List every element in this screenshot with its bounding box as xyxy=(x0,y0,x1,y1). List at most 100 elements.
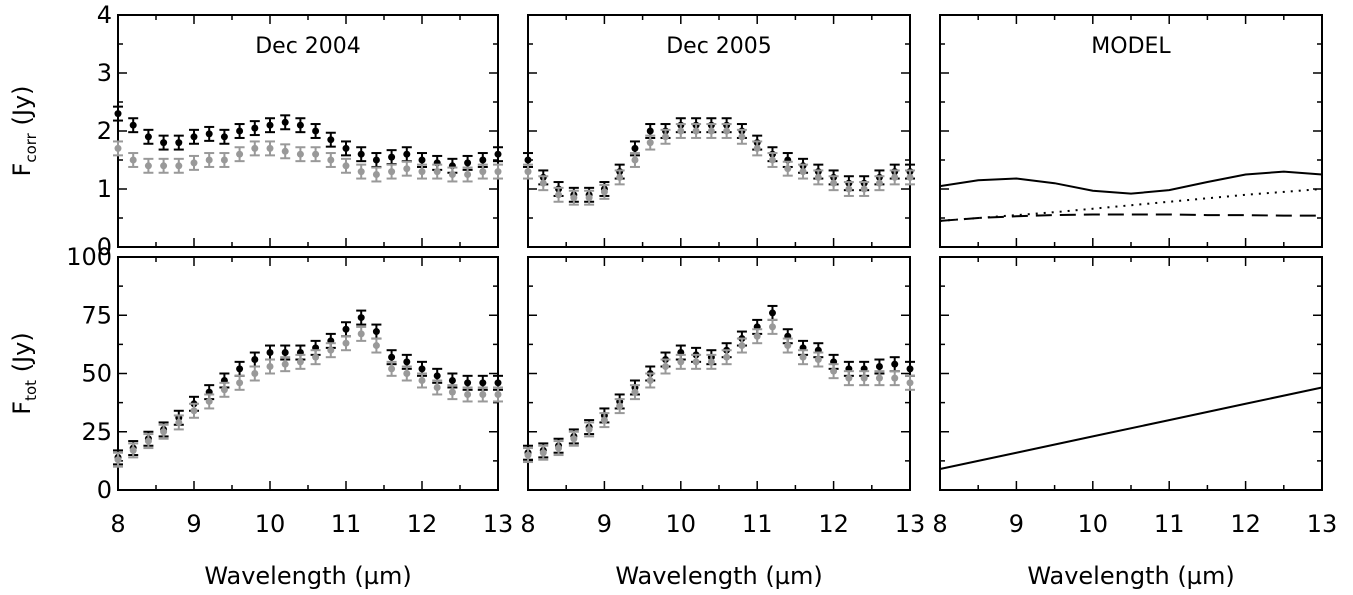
panel-top-left-series-1-point xyxy=(129,156,137,164)
panel-top-middle-series-0-point xyxy=(631,144,639,152)
panel-bottom-middle-xtick-label: 13 xyxy=(895,510,926,538)
panel-bottom-left-xtick-label: 12 xyxy=(407,510,438,538)
panel-bottom-left-xtick-label: 13 xyxy=(483,510,514,538)
panel-bottom-left-ytick-label: 25 xyxy=(81,418,112,446)
panel-top-left-ytick-label: 4 xyxy=(97,1,112,29)
panel-top-middle-series-1-point xyxy=(738,133,746,141)
panel-bottom-left-series-0-point xyxy=(494,379,502,387)
panel-bottom-middle-series-1-point xyxy=(891,374,899,382)
panel-top-left-series-0-point xyxy=(114,110,122,118)
panel-top-middle-series-1-point xyxy=(631,156,639,164)
panel-bottom-middle-series-1-point xyxy=(738,342,746,350)
panel-bottom-right-xtick-label: 11 xyxy=(1154,510,1185,538)
panel-top-left-series-1-point xyxy=(190,159,198,167)
panel-bottom-middle-series-1-point xyxy=(555,444,563,452)
panel-top-left-series-1-point xyxy=(266,144,274,152)
panel-top-middle-series-1-point xyxy=(539,179,547,187)
panel-bottom-middle-series-0-point xyxy=(875,363,883,371)
panel-top-middle-series-1-point xyxy=(753,144,761,152)
panel-bottom-right-xtick-label: 9 xyxy=(1009,510,1024,538)
panel-bottom-middle-series-1-point xyxy=(799,353,807,361)
panel-bottom-right-series-0-line xyxy=(939,386,1323,471)
panel-bottom-left-xtick-label: 8 xyxy=(110,510,125,538)
panel-top-left-series-1-point xyxy=(296,150,304,158)
panel-bottom-left-series-0-point xyxy=(372,328,380,336)
panel-top-left-series-0-point xyxy=(281,118,289,126)
panel-top-middle-series-1-point xyxy=(555,191,563,199)
panel-top-left-series-1-point xyxy=(464,171,472,178)
panel-bottom-left-xtick-label: 11 xyxy=(331,510,362,538)
panel-bottom-left-series-1-point xyxy=(205,397,213,405)
panel-top-left-series-0-point xyxy=(236,127,244,135)
panel-top-left-series-0-point xyxy=(327,136,335,144)
panel-bottom-left-series-1-point xyxy=(494,390,502,398)
panel-bottom-middle-series-1-point xyxy=(570,435,578,443)
panel-bottom-middle-series-1-point xyxy=(616,402,624,410)
panel-top-left-series-0-point xyxy=(175,139,183,147)
panel-top-left-ytick-label: 1 xyxy=(97,175,112,203)
panel-bottom-middle-series-1-point xyxy=(539,449,547,457)
panel-top-left-series-1-point xyxy=(357,168,365,176)
panel-bottom-middle-series-1-point xyxy=(707,358,715,366)
panel-bottom-left-series-0-point xyxy=(433,372,441,380)
panel-top-middle-series-1-point xyxy=(860,185,868,193)
panel-top-left-series-0-point xyxy=(342,144,350,152)
panel-top-right-series-0-line xyxy=(939,170,1323,195)
panel-bottom-middle-series-1-point xyxy=(814,356,822,364)
panel-bottom-right-frame xyxy=(939,256,1323,491)
panel-top-left-series-0-point xyxy=(372,156,380,164)
panel-top-left-series-0-point xyxy=(205,130,213,138)
panel-top-middle-series-1-point xyxy=(646,139,654,147)
panel-top-middle-title: Dec 2005 xyxy=(666,34,772,59)
panel-bottom-left-series-1-point xyxy=(220,386,228,394)
panel-top-middle-series-1-point xyxy=(585,194,593,202)
panel-bottom-left-series-0-point xyxy=(236,365,244,373)
panel-bottom-right-xlabel: Wavelength (µm) xyxy=(1027,562,1234,590)
panel-top-left-series-0-point xyxy=(129,121,137,129)
panel-top-left-series-1-point xyxy=(342,162,350,170)
panel-top-left-series-0-point xyxy=(403,150,411,158)
panel-bottom-left-series-1-point xyxy=(403,370,411,377)
panel-bottom-middle-series-1-point xyxy=(845,374,853,382)
panel-bottom-middle-series-1-point xyxy=(646,376,654,384)
panel-bottom-left-series-1-point xyxy=(296,358,304,366)
panel-top-middle-series-1-point xyxy=(784,165,792,173)
panel-top-left-series-1-point xyxy=(114,144,122,152)
panel-bottom-left-series-1-point xyxy=(433,383,441,391)
panel-top-left-ylabel: Fcorr (Jy) xyxy=(8,86,40,177)
panel-bottom-left-series-1-point xyxy=(464,390,472,398)
panel-top-middle-series-1-point xyxy=(570,194,578,202)
panel-bottom-middle-series-0-point xyxy=(768,309,776,317)
panel-top-middle-series-1-point xyxy=(616,173,624,181)
panel-bottom-left-series-1-point xyxy=(281,360,289,368)
panel-top-middle-series-1-point xyxy=(677,127,685,135)
panel-bottom-left-series-1-point xyxy=(251,370,259,377)
panel-bottom-middle-series-1-point xyxy=(723,353,731,361)
panel-top-left-series-0-point xyxy=(418,156,426,164)
panel-top-left-series-1-point xyxy=(372,171,380,178)
panel-bottom-left-series-1-point xyxy=(266,363,274,371)
panel-top-left-ytick-label: 3 xyxy=(97,59,112,87)
panel-bottom-middle-series-1-point xyxy=(768,323,776,331)
panel-top-left-series-1-point xyxy=(312,150,320,158)
panel-bottom-left-ytick-label: 100 xyxy=(66,243,112,271)
panel-bottom-left-series-1-point xyxy=(236,379,244,387)
panel-bottom-left-series-0-point xyxy=(448,376,456,384)
panel-top-left-series-1-point xyxy=(251,144,259,152)
panel-bottom-middle-xtick-label: 10 xyxy=(666,510,697,538)
panel-top-middle-series-1-point xyxy=(524,168,532,176)
panel-bottom-middle-xtick-label: 8 xyxy=(520,510,535,538)
panel-top-left-series-1-point xyxy=(433,168,441,176)
panel-bottom-left-xlabel: Wavelength (µm) xyxy=(204,562,411,590)
panel-bottom-middle-series-1-point xyxy=(524,451,532,459)
panel-top-middle-series-1-point xyxy=(600,188,608,196)
panel-top-left-series-1-point xyxy=(205,156,213,164)
panel-top-left-series-1-point xyxy=(479,168,487,176)
panel-top-middle-series-1-point xyxy=(768,156,776,164)
panel-bottom-left-series-1-point xyxy=(144,437,152,445)
panel-top-left-series-0-point xyxy=(266,121,274,129)
panel-top-left-series-0-point xyxy=(464,159,472,167)
panel-bottom-left-ytick-label: 0 xyxy=(97,476,112,504)
panel-bottom-left-series-1-point xyxy=(312,353,320,361)
